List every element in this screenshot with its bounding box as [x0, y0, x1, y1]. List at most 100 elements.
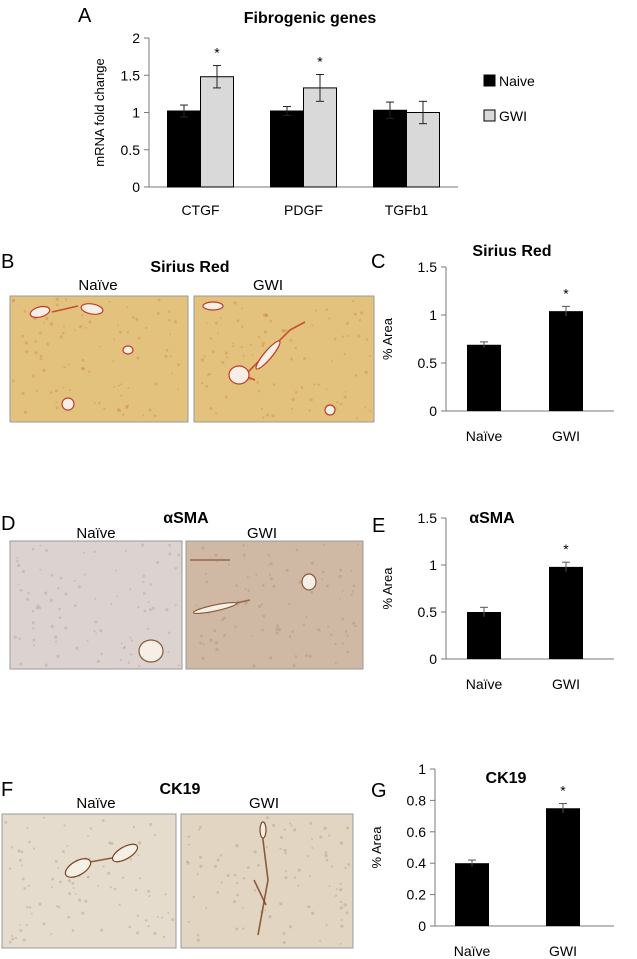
- vessel-lumen: [324, 404, 336, 416]
- micrograph-sirius-red-naive: [9, 295, 189, 423]
- tissue-speckle: [83, 573, 86, 576]
- tissue-speckle: [168, 318, 171, 322]
- y-tick-label: 1.5: [418, 259, 438, 275]
- bar: [549, 311, 583, 411]
- tissue-speckle: [214, 321, 218, 325]
- tissue-speckle: [11, 937, 15, 941]
- tissue-speckle: [289, 925, 293, 929]
- micrograph-ck19-naive: [1, 813, 177, 949]
- tissue-speckle: [216, 332, 219, 334]
- tissue-speckle: [339, 942, 342, 945]
- tissue-speckle: [353, 312, 357, 316]
- tissue-speckle: [268, 914, 272, 919]
- tissue-speckle: [364, 370, 368, 375]
- y-tick-label: 0.2: [407, 887, 427, 903]
- legend-label: GWI: [499, 108, 527, 124]
- tissue-speckle: [174, 604, 177, 607]
- tissue-speckle: [201, 656, 205, 660]
- tissue-speckle: [21, 334, 25, 338]
- tissue-speckle: [339, 882, 342, 885]
- tissue-speckle: [51, 886, 54, 889]
- tissue-speckle: [279, 902, 283, 906]
- tissue-speckle: [261, 584, 265, 587]
- tissue-speckle: [17, 563, 21, 568]
- tissue-speckle: [153, 931, 157, 935]
- bar: [406, 112, 440, 188]
- micrograph-ck19-gwi: [180, 813, 354, 949]
- vessel-lumen: [80, 303, 104, 315]
- tissue-speckle: [31, 374, 35, 378]
- y-axis-title: mRNA fold change: [92, 58, 107, 166]
- tissue-speckle: [156, 311, 160, 315]
- x-tick-label: GWI: [549, 943, 577, 959]
- y-tick-label: 0.5: [121, 142, 141, 158]
- chart-sirius-red: Sirius Red 0 0.5 1 1.5 % Area Naïve * GWI: [380, 243, 614, 444]
- tissue-speckle: [241, 325, 244, 329]
- tissue-speckle: [269, 319, 273, 323]
- tissue-speckle: [81, 911, 85, 915]
- tissue-speckle: [57, 866, 60, 870]
- y-tick-label: 0.5: [418, 355, 438, 371]
- tissue-speckle: [171, 917, 175, 922]
- tissue-speckle: [287, 603, 291, 606]
- tissue-speckle: [340, 900, 343, 904]
- micrograph-label-naive: Naïve: [78, 277, 117, 294]
- tissue-speckle: [328, 317, 331, 320]
- tissue-speckle: [290, 357, 294, 361]
- tissue-speckle: [339, 598, 341, 600]
- tissue-speckle: [284, 876, 288, 880]
- y-tick-label: 0: [418, 918, 426, 934]
- tissue-speckle: [35, 606, 39, 610]
- tissue-speckle: [122, 646, 126, 650]
- tissue-speckle: [264, 313, 268, 317]
- tissue-speckle: [352, 584, 356, 588]
- tissue-speckle: [134, 888, 138, 892]
- tissue-speckle: [216, 891, 220, 894]
- tissue-speckle: [298, 580, 302, 584]
- tissue-speckle: [214, 412, 218, 415]
- tissue-speckle: [54, 640, 58, 643]
- tissue-speckle: [19, 858, 23, 862]
- tissue-speckle: [77, 585, 81, 589]
- tissue-speckle: [147, 924, 150, 928]
- tissue-speckle: [81, 366, 85, 371]
- y-tick-label: 0: [429, 651, 437, 667]
- tissue-speckle: [93, 629, 96, 633]
- tissue-speckle: [302, 623, 305, 627]
- tissue-speckle: [13, 635, 17, 639]
- tissue-speckle: [199, 864, 203, 868]
- tissue-speckle: [100, 928, 104, 932]
- micrograph-label-naive: Naïve: [76, 525, 115, 542]
- tissue-speckle: [285, 329, 288, 332]
- bar: [200, 76, 234, 188]
- tissue-speckle: [261, 344, 265, 348]
- tissue-speckle: [355, 417, 358, 420]
- tissue-speckle: [117, 323, 120, 326]
- micrograph-title-asma: αSMA: [163, 510, 209, 527]
- tissue-speckle: [62, 325, 66, 328]
- tissue-speckle: [118, 409, 122, 412]
- tissue-speckle: [341, 617, 345, 621]
- tissue-speckle: [55, 401, 58, 404]
- y-tick-label: 1: [429, 557, 437, 573]
- tissue-speckle: [45, 549, 49, 553]
- tissue-speckle: [71, 929, 75, 932]
- tissue-speckle: [17, 583, 20, 586]
- micrograph-label-naive: Naïve: [76, 795, 115, 812]
- panel-letter-f: F: [1, 779, 13, 801]
- tissue-speckle: [283, 848, 287, 852]
- tissue-speckle: [242, 876, 246, 880]
- tissue-speckle: [207, 373, 210, 377]
- tissue-speckle: [213, 864, 217, 869]
- tissue-speckle: [165, 348, 169, 352]
- tissue-speckle: [72, 886, 75, 890]
- tissue-speckle: [215, 647, 219, 652]
- tissue-speckle: [164, 354, 168, 358]
- tissue-speckle: [173, 320, 178, 324]
- tissue-speckle: [170, 372, 173, 375]
- tissue-background: [1, 813, 177, 949]
- tissue-speckle: [300, 386, 304, 389]
- tissue-speckle: [235, 927, 239, 931]
- panel-letter-g: G: [371, 780, 387, 802]
- tissue-speckle: [339, 841, 344, 845]
